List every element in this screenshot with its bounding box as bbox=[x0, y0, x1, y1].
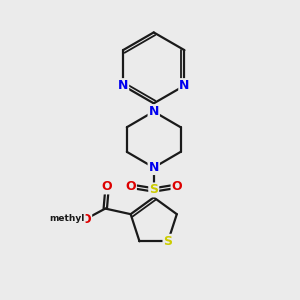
Text: N: N bbox=[118, 79, 128, 92]
Text: N: N bbox=[148, 105, 159, 118]
Text: O: O bbox=[102, 180, 112, 194]
Text: O: O bbox=[81, 212, 91, 226]
Text: O: O bbox=[125, 180, 136, 193]
Text: N: N bbox=[148, 161, 159, 174]
Text: S: S bbox=[149, 183, 158, 196]
Text: S: S bbox=[164, 235, 172, 248]
Text: methyl: methyl bbox=[50, 214, 85, 223]
Text: O: O bbox=[172, 180, 182, 193]
Text: N: N bbox=[179, 79, 190, 92]
